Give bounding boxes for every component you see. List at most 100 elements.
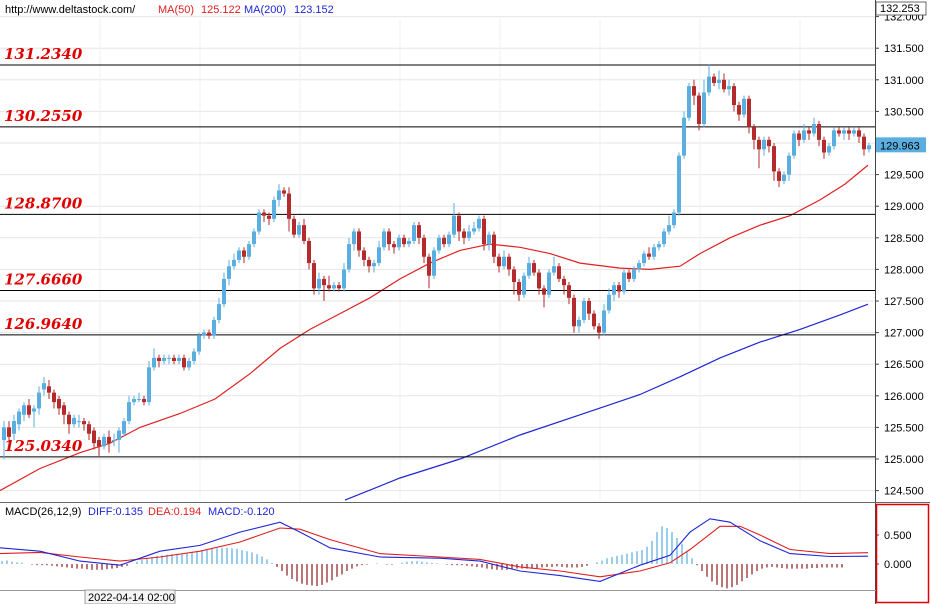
candle[interactable] xyxy=(657,240,661,251)
candle[interactable] xyxy=(407,237,411,248)
candle[interactable] xyxy=(187,357,191,371)
candle[interactable] xyxy=(572,294,576,333)
candle[interactable] xyxy=(577,316,581,333)
candle[interactable] xyxy=(2,421,6,459)
candle[interactable] xyxy=(172,354,176,365)
candle[interactable] xyxy=(807,127,811,140)
candle[interactable] xyxy=(132,395,136,406)
candle[interactable] xyxy=(737,101,741,121)
candle[interactable] xyxy=(777,168,781,188)
candle[interactable] xyxy=(852,127,856,137)
candle[interactable] xyxy=(717,70,721,90)
candle[interactable] xyxy=(467,225,471,241)
candle[interactable] xyxy=(502,250,506,270)
candle[interactable] xyxy=(52,389,56,409)
candle[interactable] xyxy=(697,92,701,131)
candle[interactable] xyxy=(222,272,226,308)
candle[interactable] xyxy=(377,240,381,267)
candle[interactable] xyxy=(812,117,816,137)
candle[interactable] xyxy=(732,82,736,112)
candle[interactable] xyxy=(722,73,726,93)
candle[interactable] xyxy=(107,430,111,453)
candle[interactable] xyxy=(227,259,231,286)
candle[interactable] xyxy=(562,275,566,295)
candle[interactable] xyxy=(262,209,266,222)
candle[interactable] xyxy=(137,392,141,403)
candle[interactable] xyxy=(342,263,346,292)
candle[interactable] xyxy=(62,402,66,425)
candle[interactable] xyxy=(667,215,671,235)
candle[interactable] xyxy=(332,282,336,292)
candle[interactable] xyxy=(82,417,86,431)
candle[interactable] xyxy=(437,234,441,254)
candle[interactable] xyxy=(752,124,756,150)
candle[interactable] xyxy=(782,171,786,185)
candle[interactable] xyxy=(442,234,446,248)
candle[interactable] xyxy=(597,323,601,339)
candle[interactable] xyxy=(392,240,396,254)
candle[interactable] xyxy=(307,237,311,270)
candle[interactable] xyxy=(422,234,426,264)
candle[interactable] xyxy=(817,120,821,147)
candle[interactable] xyxy=(87,421,91,441)
candle[interactable] xyxy=(362,247,366,267)
candle[interactable] xyxy=(427,253,431,289)
candle[interactable] xyxy=(677,152,681,216)
candle[interactable] xyxy=(22,402,26,422)
candle[interactable] xyxy=(32,405,36,428)
candle[interactable] xyxy=(102,433,106,450)
candle[interactable] xyxy=(192,348,196,365)
candle[interactable] xyxy=(647,247,651,260)
candle[interactable] xyxy=(402,234,406,248)
candle[interactable] xyxy=(257,209,261,235)
candle[interactable] xyxy=(387,228,391,251)
candle[interactable] xyxy=(42,376,46,396)
candle[interactable] xyxy=(357,228,361,257)
candle[interactable] xyxy=(412,222,416,245)
candle[interactable] xyxy=(97,436,101,456)
candle[interactable] xyxy=(27,398,31,418)
candle[interactable] xyxy=(112,433,116,447)
candle[interactable] xyxy=(527,256,531,279)
candle[interactable] xyxy=(272,196,276,222)
candle[interactable] xyxy=(417,222,421,245)
url-label[interactable]: http://www.deltastock.com/ xyxy=(5,4,136,16)
candle[interactable] xyxy=(162,354,166,365)
candle[interactable] xyxy=(492,231,496,264)
candle[interactable] xyxy=(372,259,376,273)
candle[interactable] xyxy=(142,395,146,406)
candle[interactable] xyxy=(742,95,746,118)
candle[interactable] xyxy=(432,247,436,279)
candle[interactable] xyxy=(157,354,161,368)
candle[interactable] xyxy=(247,240,251,260)
candle[interactable] xyxy=(292,215,296,238)
candle[interactable] xyxy=(92,427,96,450)
candle[interactable] xyxy=(517,278,521,301)
candle[interactable] xyxy=(202,329,206,339)
candle[interactable] xyxy=(167,354,171,365)
candle[interactable] xyxy=(542,285,546,308)
candle[interactable] xyxy=(642,250,646,267)
candle[interactable] xyxy=(532,259,536,276)
candle[interactable] xyxy=(382,228,386,251)
candle[interactable] xyxy=(287,187,291,232)
candle[interactable] xyxy=(122,417,126,437)
candle[interactable] xyxy=(837,127,841,137)
candle[interactable] xyxy=(687,82,691,121)
candle[interactable] xyxy=(17,408,21,431)
candle[interactable] xyxy=(587,297,591,320)
candle[interactable] xyxy=(367,256,371,273)
candle[interactable] xyxy=(682,111,686,159)
candle[interactable] xyxy=(622,269,626,295)
candle[interactable] xyxy=(217,297,221,324)
candle[interactable] xyxy=(612,282,616,301)
candle[interactable] xyxy=(77,414,81,428)
candle[interactable] xyxy=(462,228,466,245)
candle[interactable] xyxy=(472,222,476,235)
candle[interactable] xyxy=(652,244,656,260)
candle[interactable] xyxy=(537,269,541,295)
candle[interactable] xyxy=(117,427,121,453)
candle[interactable] xyxy=(182,354,186,371)
candle[interactable] xyxy=(452,203,456,238)
